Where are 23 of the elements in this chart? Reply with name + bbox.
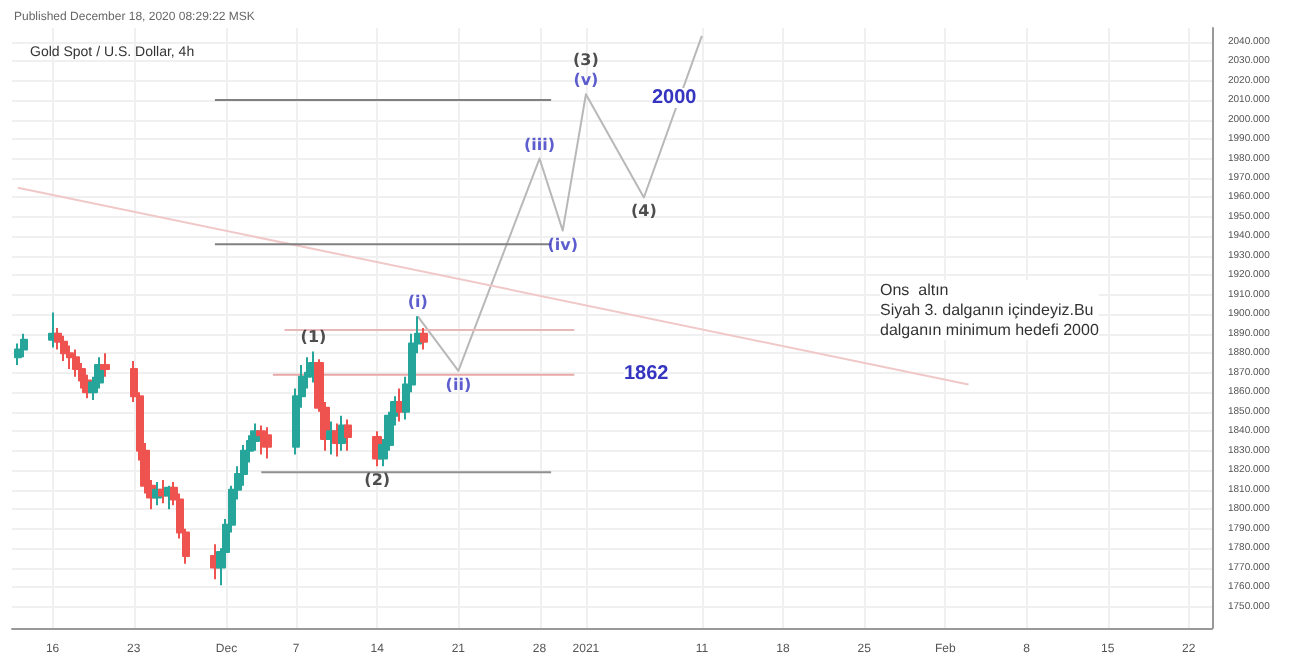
candlestick [14, 342, 22, 367]
annotation: (3) [573, 51, 599, 70]
annotation: 2000 [652, 87, 698, 109]
annotation: (i) [407, 293, 428, 312]
annotation: (v) [573, 71, 599, 90]
candlestick [20, 332, 28, 359]
candlestick [66, 344, 74, 370]
candlestick [344, 418, 352, 452]
candlestick [100, 352, 110, 378]
candlestick [60, 334, 68, 363]
annotation: (ii) [445, 375, 472, 394]
annotation: (1) [300, 328, 327, 347]
candlestick [396, 387, 404, 423]
annotation: Ons altın Siyah 3. dalganın içindeyiz.Bu dalganın minimum hedefi 2000 [880, 281, 1100, 339]
annotation: 1862 [624, 363, 670, 385]
annotation: (iv) [547, 235, 579, 254]
candlestick [256, 424, 266, 456]
annotation: (iii) [523, 135, 556, 154]
annotation: (4) [630, 202, 657, 221]
candlestick [262, 426, 272, 460]
candlestick [420, 327, 428, 351]
candlestick [338, 414, 346, 452]
annotation: (2) [364, 471, 391, 490]
